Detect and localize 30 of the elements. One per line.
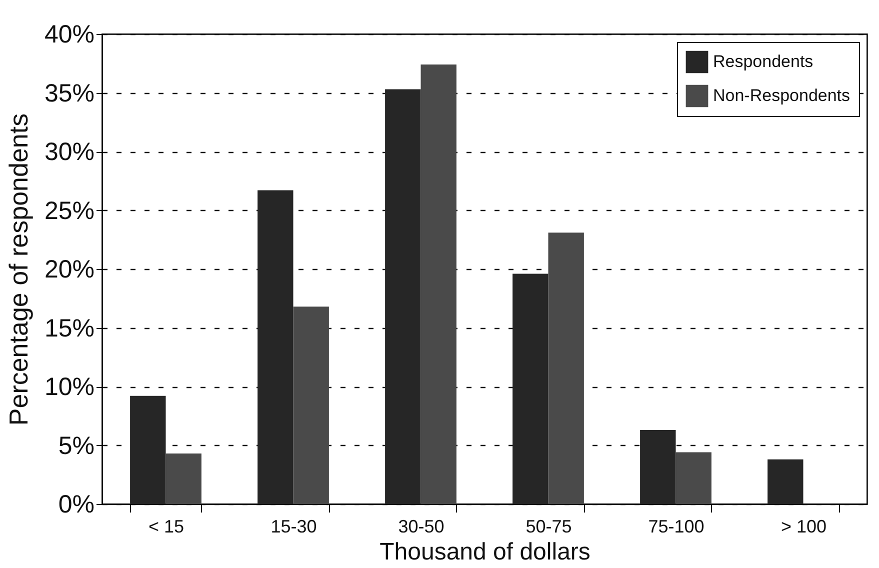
y-tick-label: 20% bbox=[44, 256, 94, 284]
bar bbox=[258, 190, 294, 504]
bar bbox=[676, 452, 712, 504]
bar bbox=[166, 453, 202, 504]
bar bbox=[512, 274, 548, 504]
bar bbox=[640, 430, 676, 504]
bar bbox=[385, 89, 421, 504]
x-tick-label: > 100 bbox=[780, 516, 827, 536]
bar bbox=[420, 64, 456, 504]
x-tick-label: 30-50 bbox=[398, 516, 444, 536]
y-tick-label: 40% bbox=[44, 20, 94, 48]
bar bbox=[768, 459, 804, 504]
y-axis-title: Percentage of respondents bbox=[3, 113, 34, 426]
legend-label: Respondents bbox=[713, 52, 814, 71]
y-tick-label: 5% bbox=[58, 432, 94, 460]
bar bbox=[548, 232, 584, 504]
x-tick-label: < 15 bbox=[148, 516, 184, 536]
bar bbox=[130, 396, 166, 504]
x-tick-label: 50-75 bbox=[526, 516, 572, 536]
y-tick-label: 15% bbox=[44, 314, 94, 342]
x-axis-title: Thousand of dollars bbox=[380, 538, 590, 566]
y-tick-label: 30% bbox=[44, 138, 94, 166]
bar bbox=[293, 306, 329, 504]
x-tick-label: 75-100 bbox=[648, 516, 704, 536]
y-tick-label: 25% bbox=[44, 196, 94, 225]
y-tick-label: 0% bbox=[58, 490, 94, 518]
y-tick-label: 35% bbox=[44, 79, 94, 108]
legend-label: Non-Respondents bbox=[713, 86, 850, 105]
y-tick-label: 10% bbox=[44, 373, 94, 401]
x-tick-label: 15-30 bbox=[270, 516, 317, 536]
